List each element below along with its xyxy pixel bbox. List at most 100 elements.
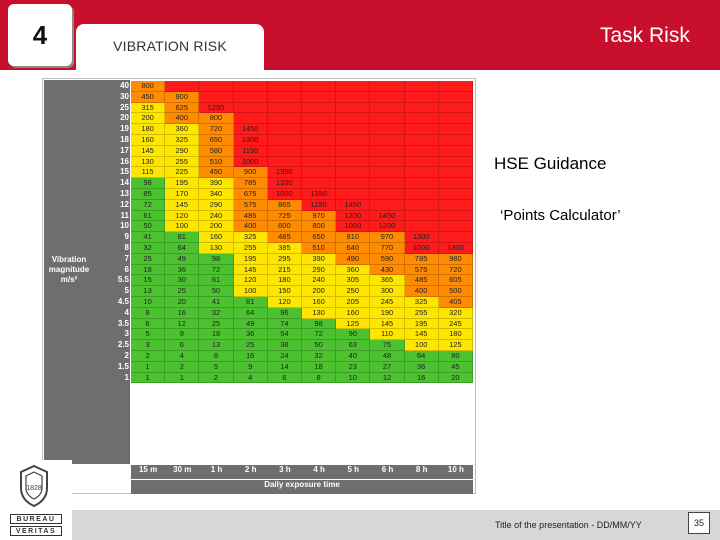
- row-label: 20: [120, 113, 129, 123]
- row-label: 2.5: [117, 340, 129, 350]
- grid-cell: 6: [131, 318, 166, 330]
- grid-cell: 64: [404, 351, 439, 362]
- grid-cell: 190: [370, 307, 405, 319]
- row-label: 4: [124, 307, 129, 317]
- row-label: 19: [120, 124, 129, 134]
- grid-cell: 1150: [233, 145, 268, 157]
- grid-cell: 2: [199, 372, 234, 384]
- grid-cell: 18: [199, 329, 234, 341]
- grid-cell: 865: [267, 199, 302, 211]
- footer-presentation-title: Title of the presentation - DD/MM/YY: [495, 520, 642, 530]
- grid-cell: [302, 167, 337, 179]
- grid-cell: 300: [370, 286, 405, 297]
- grid-cell: 625: [165, 102, 200, 114]
- grid-cell: 180: [438, 329, 473, 341]
- grid-cell: 20: [165, 297, 200, 308]
- column-header-bar: [131, 465, 473, 479]
- grid-cell: 580: [199, 145, 234, 157]
- grid-cell: 110: [370, 329, 405, 341]
- grid-cell: 13: [199, 340, 234, 351]
- grid-cell: 720: [438, 264, 473, 276]
- hse-guidance-heading: HSE Guidance: [494, 154, 607, 173]
- grid-cell: 250: [336, 286, 371, 297]
- grid-cell: 54: [267, 329, 302, 341]
- grid-cell: [267, 145, 302, 157]
- grid-cell: 145: [165, 199, 200, 211]
- grid-cell: [438, 124, 473, 135]
- grid-cell: 6: [267, 372, 302, 384]
- grid-cell: 98: [199, 253, 234, 265]
- y-axis-title: Vibration magnitude m/s²: [44, 255, 94, 285]
- row-label: 40: [120, 81, 129, 90]
- grid-cell: 170: [165, 189, 200, 200]
- grid-cell: 365: [370, 275, 405, 287]
- grid-cell: 400: [404, 286, 439, 297]
- grid-cell: 14: [267, 361, 302, 373]
- grid-cell: 1250: [199, 102, 234, 114]
- grid-cell: [336, 167, 371, 179]
- grid-cell: [199, 91, 234, 103]
- grid-cell: 145: [131, 145, 166, 157]
- grid-cell: 4: [165, 351, 200, 362]
- grid-cell: 1200: [370, 221, 405, 233]
- row-label: 11: [120, 210, 129, 220]
- grid-cell: [302, 156, 337, 168]
- grid-cell: 6: [165, 340, 200, 351]
- grid-cell: [438, 189, 473, 200]
- grid-cell: [336, 178, 371, 189]
- grid-cell: 63: [336, 340, 371, 351]
- grid-cell: 1350: [267, 167, 302, 179]
- grid-cell: [438, 113, 473, 125]
- grid-cell: 85: [131, 189, 166, 200]
- grid-cell: [336, 102, 371, 114]
- grid-cell: 20: [438, 372, 473, 384]
- grid-cell: [336, 124, 371, 135]
- row-label: 13: [120, 189, 129, 198]
- grid-cell: [370, 91, 405, 103]
- grid-cell: 50: [131, 221, 166, 233]
- grid-cell: 195: [404, 318, 439, 330]
- grid-cell: 25: [233, 340, 268, 351]
- grid-cell: 770: [370, 243, 405, 254]
- grid-cell: [199, 81, 234, 92]
- grid-cell: [370, 189, 405, 200]
- grid-cell: [370, 124, 405, 135]
- grid-cell: 295: [267, 253, 302, 265]
- grid-cell: [370, 199, 405, 211]
- grid-cell: [404, 113, 439, 125]
- grid-cell: 96: [267, 307, 302, 319]
- grid-cell: 600: [267, 221, 302, 233]
- grid-cell: 12: [165, 318, 200, 330]
- grid-cell: 450: [131, 91, 166, 103]
- grid-cell: 36: [233, 329, 268, 341]
- grid-cell: [438, 81, 473, 92]
- grid-cell: [438, 91, 473, 103]
- grid-cell: 72: [131, 199, 166, 211]
- grid-cell: 180: [267, 275, 302, 287]
- grid-cell: 385: [267, 243, 302, 254]
- row-label: 1: [124, 372, 129, 382]
- grid-cell: 725: [267, 210, 302, 222]
- grid-cell: 130: [199, 243, 234, 254]
- grid-cell: 1450: [233, 124, 268, 135]
- grid-cell: 15: [131, 275, 166, 287]
- grid-cell: 32: [302, 351, 337, 362]
- grid-cell: 27: [370, 361, 405, 373]
- page-title: Task Risk: [600, 24, 690, 47]
- grid-cell: 785: [404, 253, 439, 265]
- grid-cell: [302, 81, 337, 92]
- grid-cell: 1: [165, 372, 200, 384]
- grid-cell: 150: [267, 286, 302, 297]
- grid-cell: 360: [165, 124, 200, 135]
- grid-cell: [336, 156, 371, 168]
- grid-cell: 650: [302, 232, 337, 243]
- grid-cell: [302, 135, 337, 146]
- grid-cell: 24: [267, 351, 302, 362]
- grid-cell: 41: [131, 232, 166, 243]
- grid-cell: 16: [233, 351, 268, 362]
- grid-cell: 510: [302, 243, 337, 254]
- grid-cell: [404, 81, 439, 92]
- grid-cell: [370, 102, 405, 114]
- grid-cell: [336, 189, 371, 200]
- grid-cell: 160: [199, 232, 234, 243]
